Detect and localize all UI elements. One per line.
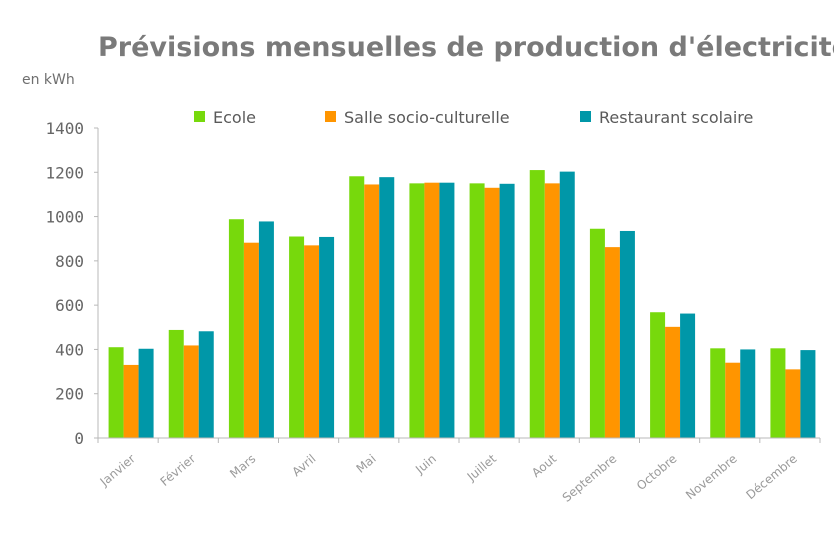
bar-1-5 bbox=[424, 182, 440, 438]
bar-2-5 bbox=[439, 182, 455, 438]
legend-label: Salle socio-culturelle bbox=[344, 108, 510, 127]
bar-1-0 bbox=[123, 364, 139, 438]
bar-2-8 bbox=[619, 230, 635, 438]
bar-0-0 bbox=[108, 347, 124, 438]
x-tick-label: Septembre bbox=[560, 452, 620, 505]
bar-2-4 bbox=[379, 177, 395, 438]
bar-1-3 bbox=[304, 245, 320, 438]
bar-1-10 bbox=[725, 362, 741, 438]
bar-1-1 bbox=[183, 345, 199, 438]
bar-1-7 bbox=[544, 183, 560, 438]
bar-1-8 bbox=[604, 247, 620, 438]
legend-swatch bbox=[580, 111, 591, 122]
bar-2-6 bbox=[499, 183, 515, 438]
bar-0-2 bbox=[228, 219, 244, 438]
bar-0-7 bbox=[529, 170, 545, 439]
x-tick-label: Juillet bbox=[464, 451, 499, 484]
chart-title: Prévisions mensuelles de production d'él… bbox=[98, 32, 834, 63]
x-tick-label: Juin bbox=[412, 452, 439, 478]
bar-0-4 bbox=[349, 176, 365, 438]
bar-2-3 bbox=[319, 236, 335, 438]
x-tick-label: Décembre bbox=[743, 452, 799, 503]
x-axis-ticks: Janvier Février Mars Avril Mai Juin Juillet Aou… bbox=[97, 451, 800, 504]
y-tick-label: 0 bbox=[74, 429, 84, 448]
bar-2-11 bbox=[800, 350, 816, 438]
bar-2-7 bbox=[559, 171, 575, 438]
bar-1-9 bbox=[665, 326, 681, 438]
x-tick-label: Janvier bbox=[97, 452, 138, 490]
axes bbox=[97, 128, 821, 443]
y-tick-label: 400 bbox=[55, 340, 84, 359]
unit-label: en kWh bbox=[22, 72, 75, 88]
legend-label: Restaurant scolaire bbox=[599, 108, 753, 127]
bar-2-9 bbox=[680, 313, 696, 438]
y-tick-label: 1200 bbox=[45, 163, 84, 182]
bar-0-10 bbox=[710, 348, 726, 438]
bars bbox=[108, 170, 816, 439]
bar-1-4 bbox=[364, 184, 380, 438]
x-tick-label: Novembre bbox=[683, 452, 740, 503]
legend-label: Ecole bbox=[213, 108, 256, 127]
bar-0-6 bbox=[469, 183, 485, 438]
y-tick-label: 600 bbox=[55, 296, 84, 315]
x-tick-label: Février bbox=[158, 452, 199, 489]
bar-0-9 bbox=[650, 312, 666, 438]
bar-0-11 bbox=[770, 348, 786, 438]
bar-1-6 bbox=[484, 187, 500, 438]
x-tick-label: Aout bbox=[529, 451, 559, 480]
bar-0-3 bbox=[289, 236, 305, 438]
x-tick-label: Mars bbox=[227, 452, 258, 481]
legend: Ecole Salle socio-culturelle Restaurant sc… bbox=[194, 108, 753, 127]
bar-1-11 bbox=[785, 369, 801, 438]
bar-1-2 bbox=[243, 242, 259, 438]
legend-swatch bbox=[325, 111, 336, 122]
y-tick-label: 1400 bbox=[45, 119, 84, 138]
x-tick-label: Octobre bbox=[634, 452, 680, 493]
bar-0-5 bbox=[409, 183, 425, 438]
x-tick-label: Mai bbox=[354, 452, 379, 476]
bar-0-1 bbox=[168, 329, 184, 438]
y-tick-label: 1000 bbox=[45, 208, 84, 227]
bar-0-8 bbox=[589, 228, 605, 438]
bar-2-2 bbox=[258, 221, 274, 438]
legend-swatch bbox=[194, 111, 205, 122]
y-tick-label: 800 bbox=[55, 252, 84, 271]
x-tick-label: Avril bbox=[289, 452, 318, 480]
y-tick-label: 200 bbox=[55, 385, 84, 404]
bar-2-10 bbox=[740, 349, 756, 438]
y-axis-ticks: 0 200 400 600 800 1000 1200 1400 bbox=[45, 119, 98, 448]
bar-2-0 bbox=[138, 348, 154, 438]
bar-2-1 bbox=[198, 331, 214, 438]
